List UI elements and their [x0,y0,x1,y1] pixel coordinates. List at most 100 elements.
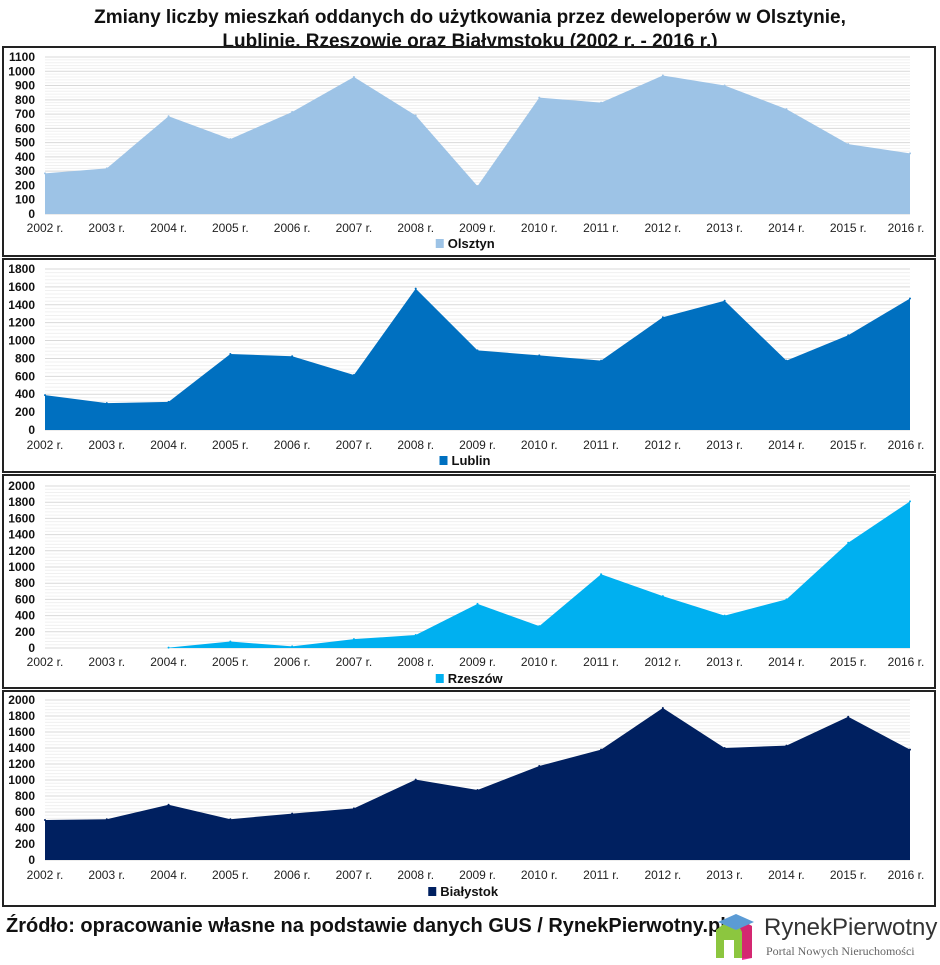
y-tick-label: 400 [15,387,35,401]
y-tick-label: 1100 [9,50,35,64]
data-point [538,625,541,628]
data-point [352,75,355,78]
legend-swatch [439,456,448,465]
data-point [476,185,479,188]
y-tick-label: 1000 [8,334,35,348]
data-point [291,110,294,113]
data-point [785,108,788,111]
legend-swatch [428,887,437,896]
data-point [600,748,603,751]
area-chart-3: 0 200 400 600 800 1000 1200 1400 1600 1800 2000 200… [8,693,925,899]
data-point [661,707,664,709]
x-tick-label: 2011 r. [583,221,619,235]
y-tick-label: 200 [15,405,35,419]
data-point [538,765,541,767]
x-tick-label: 2010 r. [521,655,558,669]
legend-label: Lublin [452,453,491,468]
y-tick-label: 300 [15,164,35,178]
data-point [661,74,664,77]
data-point [105,167,108,170]
data-point [785,359,788,362]
x-tick-label: 2002 r. [27,868,64,882]
y-tick-label: 1200 [8,316,35,330]
y-tick-label: 1600 [8,280,35,294]
y-tick-label: 0 [28,423,35,437]
x-tick-label: 2015 r. [830,868,867,882]
y-tick-label: 400 [15,609,35,623]
x-tick-label: 2009 r. [459,221,496,235]
data-point [909,152,911,155]
y-tick-label: 2000 [8,479,35,493]
y-tick-label: 1400 [8,528,35,542]
area-chart-2: 0 200 400 600 800 1000 1200 1400 1600 1800 2000 200… [8,479,924,686]
y-tick-label: 600 [15,369,35,383]
y-tick-label: 1800 [8,495,35,509]
x-tick-label: 2009 r. [459,438,496,452]
x-tick-label: 2014 r. [768,438,805,452]
y-tick-label: 1600 [8,511,35,525]
y-tick-label: 400 [15,150,35,164]
data-point [661,316,664,319]
panel-olsztyn: 0 100 200 300 400 500 600 700 800 900 1000 1100 2002… [2,46,936,257]
legend-swatch [435,674,444,683]
y-tick-label: 200 [15,837,35,851]
data-point [229,640,232,643]
data-point [847,143,850,146]
x-tick-label: 2015 r. [830,221,867,235]
x-tick-label: 2016 r. [888,438,925,452]
data-point [167,115,170,118]
x-tick-label: 2011 r. [583,438,619,452]
x-tick-label: 2004 r. [150,655,187,669]
x-tick-label: 2007 r. [336,221,373,235]
x-tick-label: 2008 r. [397,655,434,669]
y-tick-label: 700 [15,107,35,121]
x-tick-label: 2014 r. [768,655,805,669]
data-point [600,359,603,362]
area-series-olsztyn [45,75,910,214]
data-point [909,297,911,300]
x-tick-label: 2006 r. [274,438,311,452]
area-series-lublin [45,288,910,430]
legend-label: Białystok [440,884,499,899]
x-tick-label: 2007 r. [336,868,373,882]
x-tick-label: 2016 r. [888,868,925,882]
x-tick-label: 2014 r. [768,868,805,882]
data-point [229,818,232,821]
data-point [352,807,355,810]
data-point [785,744,788,747]
y-tick-label: 800 [15,789,35,803]
y-tick-label: 1000 [8,64,35,78]
x-tick-label: 2002 r. [27,438,64,452]
data-point [909,748,911,751]
data-point [291,812,294,815]
x-tick-label: 2015 r. [830,438,867,452]
y-tick-label: 2000 [8,693,35,707]
data-point [44,819,46,821]
source-note: Źródło: opracowanie własne na podstawie … [6,915,726,937]
x-tick-label: 2012 r. [645,655,682,669]
x-tick-label: 2006 r. [274,221,311,235]
y-tick-label: 1400 [8,298,35,312]
data-point [352,638,355,641]
y-tick-label: 100 [15,193,35,207]
x-tick-label: 2010 r. [521,438,558,452]
y-tick-label: 200 [15,625,35,639]
data-point [723,299,726,302]
y-tick-label: 800 [15,576,35,590]
legend-label: Olsztyn [448,236,495,251]
y-tick-label: 200 [15,178,35,192]
area-series-rzeszów [168,501,911,648]
logo-tagline: Portal Nowych Nieruchomości [766,944,915,958]
x-tick-label: 2007 r. [336,438,373,452]
y-tick-label: 1800 [8,709,35,723]
y-tick-label: 600 [15,121,35,135]
x-tick-label: 2012 r. [645,868,682,882]
data-point [229,352,232,355]
y-tick-label: 0 [28,641,35,655]
data-point [476,602,479,605]
data-point [847,541,850,544]
y-tick-label: 0 [28,853,35,867]
legend-swatch [435,239,444,248]
data-point [352,373,355,376]
x-tick-label: 2003 r. [88,221,125,235]
